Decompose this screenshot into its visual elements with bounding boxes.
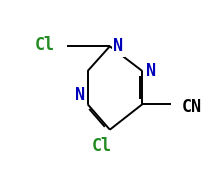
Text: CN: CN (182, 98, 202, 116)
Text: N: N (146, 62, 156, 80)
Text: N: N (75, 86, 85, 104)
Text: Cl: Cl (91, 137, 111, 155)
Text: N: N (113, 37, 123, 55)
Text: Cl: Cl (35, 36, 55, 54)
